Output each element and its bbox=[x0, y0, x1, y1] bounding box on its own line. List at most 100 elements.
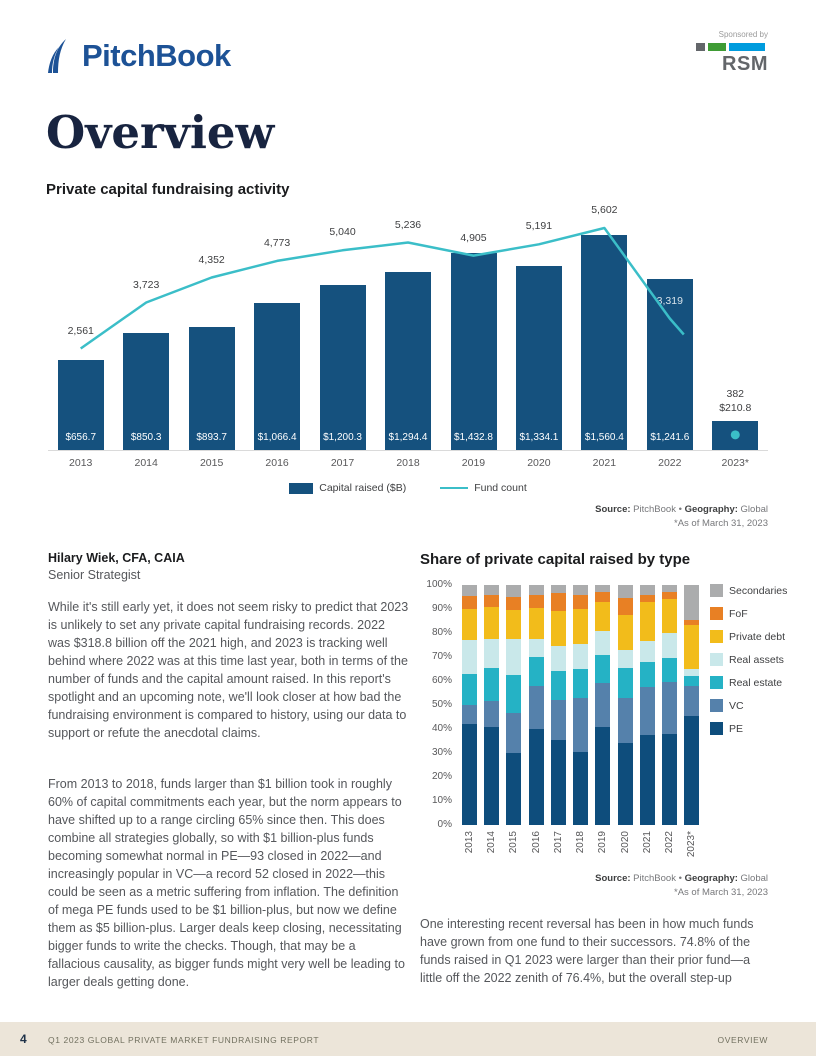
stack-segment-real-estate-2017 bbox=[550, 671, 566, 701]
stack-segment-fof-2015 bbox=[506, 597, 522, 611]
fundraising-chart: 2,561 $656.7 2013 3,723 $850.3 2014 4,352 $893.… bbox=[48, 200, 768, 472]
stack-segment-private-debt-2022 bbox=[662, 599, 678, 633]
y-tick-60: 60% bbox=[431, 675, 452, 686]
stack-segment-private-debt-2020 bbox=[617, 615, 633, 650]
share-year-text: 2022 bbox=[664, 831, 676, 854]
fundraising-chart-legend: Capital raised ($B) Fund count bbox=[48, 482, 768, 494]
body-paragraph-2: From 2013 to 2018, funds larger than $1 … bbox=[48, 777, 405, 989]
stack-segment-real-assets-2015 bbox=[506, 639, 522, 675]
chart-baseline bbox=[48, 450, 768, 451]
stack-segment-fof-2017 bbox=[550, 593, 566, 612]
fund-count-label-2016: 4,773 bbox=[263, 236, 291, 249]
stack-segment-pe-2016 bbox=[528, 729, 544, 825]
stack-segment-fof-2014 bbox=[483, 594, 499, 607]
stack-segment-secondaries-2019 bbox=[595, 585, 611, 593]
share-chart-title: Share of private capital raised by type bbox=[420, 551, 691, 568]
fund-count-label: Fund count bbox=[474, 482, 527, 494]
stack-segment-pe-2013 bbox=[461, 724, 477, 825]
fundraising-chart-title: Private capital fundraising activity bbox=[46, 181, 290, 198]
footnote: *As of March 31, 2023 bbox=[674, 518, 768, 529]
share-year-text: 2018 bbox=[575, 831, 586, 854]
year-label-2013: 2013 bbox=[69, 457, 93, 469]
share-year-label-2018: 2018 bbox=[574, 831, 588, 871]
share-chart-legend: Secondaries FoF Private debt Real assets Rea… bbox=[710, 584, 787, 745]
page-number: 4 bbox=[20, 1032, 27, 1046]
stack-segment-pe-2015 bbox=[506, 753, 522, 825]
year-label-2023*: 2023* bbox=[721, 457, 749, 469]
stack-segment-vc-2016 bbox=[528, 685, 544, 729]
share-year-text: 2019 bbox=[597, 831, 609, 854]
geography-value-2: Global bbox=[737, 873, 768, 884]
capital-label-2013: $656.7 bbox=[65, 432, 97, 443]
stack-segment-real-estate-2019 bbox=[595, 654, 611, 684]
stack-segment-secondaries-2015 bbox=[506, 585, 522, 597]
rsm-blue-block bbox=[729, 43, 765, 51]
stack-segment-secondaries-2022 bbox=[662, 585, 678, 593]
stack-segment-pe-2019 bbox=[595, 726, 611, 825]
bar-2018 bbox=[385, 272, 431, 450]
share-year-text: 2017 bbox=[552, 831, 564, 854]
stack-segment-fof-2023* bbox=[684, 619, 700, 625]
geography-label-2: Geography: bbox=[684, 873, 738, 884]
source-value-2: PitchBook bbox=[630, 873, 676, 884]
share-year-label-2013: 2013 bbox=[463, 831, 477, 871]
legend-item-secondaries: Secondaries bbox=[710, 584, 787, 597]
sponsored-by-label: Sponsored by bbox=[718, 30, 768, 39]
fund-count-label-2021: 5,602 bbox=[591, 204, 618, 216]
stack-segment-real-assets-2020 bbox=[617, 649, 633, 668]
capital-raised-swatch bbox=[289, 482, 314, 494]
bullet-2: • bbox=[675, 873, 685, 884]
private-debt-swatch bbox=[710, 630, 723, 643]
year-label-2017: 2017 bbox=[330, 457, 355, 469]
stack-segment-fof-2019 bbox=[595, 592, 611, 602]
year-label-2015: 2015 bbox=[199, 457, 224, 469]
capital-raised-label: Capital raised ($B) bbox=[319, 482, 407, 494]
stack-segment-secondaries-2020 bbox=[617, 585, 633, 599]
fund-count-label-2014: 3,723 bbox=[133, 278, 160, 291]
legend-item-capital-raised: Capital raised ($B) bbox=[289, 482, 406, 494]
capital-label-2017: $1,200.3 bbox=[323, 432, 362, 443]
stack-segment-pe-2021 bbox=[639, 735, 655, 825]
bar-2013 bbox=[57, 360, 104, 450]
legend-item-pe: PE bbox=[710, 722, 787, 735]
fof-label: FoF bbox=[729, 607, 748, 620]
y-tick-80: 80% bbox=[431, 627, 452, 638]
stack-segment-private-debt-2021 bbox=[639, 601, 655, 642]
capital-label-2023: $210.8 bbox=[719, 402, 752, 414]
pitchbook-quill-icon bbox=[48, 39, 66, 73]
stack-segment-vc-2013 bbox=[461, 705, 477, 725]
share-year-text: 2023* bbox=[686, 831, 698, 858]
share-year-label-2019: 2019 bbox=[596, 831, 610, 871]
share-year-label-2020: 2020 bbox=[619, 831, 633, 871]
stack-segment-private-debt-2019 bbox=[595, 601, 611, 631]
geography-value: Global bbox=[737, 504, 768, 515]
source-label-2: Source: bbox=[595, 873, 631, 884]
footer-section: OVERVIEW bbox=[717, 1035, 768, 1045]
stack-segment-pe-2023* bbox=[684, 715, 700, 825]
stack-segment-vc-2014 bbox=[483, 701, 499, 727]
stack-segment-fof-2013 bbox=[461, 595, 477, 609]
y-tick-0: 0% bbox=[437, 819, 452, 830]
vc-label: VC bbox=[729, 699, 744, 712]
author-role: Senior Strategist bbox=[48, 568, 141, 582]
stack-segment-vc-2015 bbox=[506, 713, 522, 753]
real-assets-swatch bbox=[710, 653, 723, 666]
stack-segment-vc-2017 bbox=[550, 700, 566, 740]
author-name: Hilary Wiek, CFA, CAIA bbox=[48, 551, 185, 565]
stack-segment-real-estate-2022 bbox=[662, 658, 678, 683]
share-chart-source: Source: PitchBook • Geography: Global *A… bbox=[595, 872, 768, 900]
fund-count-label-2023: 382 bbox=[726, 388, 745, 400]
stack-segment-fof-2020 bbox=[617, 598, 633, 615]
stack-segment-vc-2020 bbox=[617, 697, 633, 744]
stack-segment-real-estate-2020 bbox=[617, 667, 633, 698]
stack-segment-real-estate-2021 bbox=[639, 661, 655, 687]
fund-count-label-2013: 2,561 bbox=[67, 324, 94, 337]
right-column-paragraph: One interesting recent reversal has been… bbox=[420, 917, 754, 985]
y-tick-40: 40% bbox=[431, 723, 452, 734]
pe-label: PE bbox=[729, 722, 744, 735]
share-year-label-2023*: 2023* bbox=[685, 831, 699, 871]
body-paragraph-1: While it's still early yet, it does not … bbox=[48, 600, 409, 740]
capital-label-2021: $1,560.4 bbox=[584, 432, 624, 443]
bar-2020 bbox=[515, 266, 562, 450]
